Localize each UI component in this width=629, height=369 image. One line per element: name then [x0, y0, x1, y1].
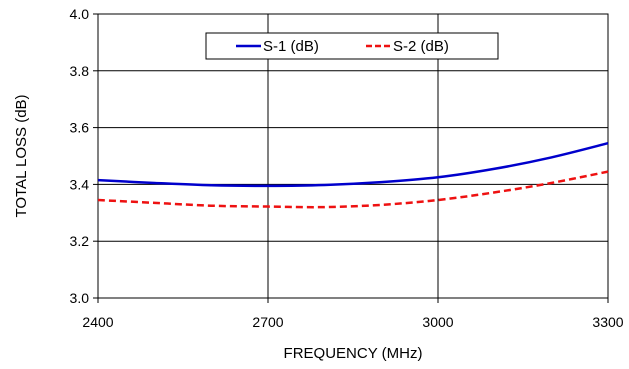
x-tick-label: 2400	[82, 314, 113, 330]
legend-label-2: S-2 (dB)	[393, 38, 449, 55]
y-tick-label: 3.4	[70, 176, 90, 192]
x-tick-label: 3300	[592, 314, 623, 330]
y-tick-label: 3.6	[70, 120, 90, 136]
legend-label-1: S-1 (dB)	[263, 38, 319, 55]
y-axis-ticks: 3.0 3.2 3.4 3.6 3.8 4.0	[70, 6, 98, 306]
y-tick-label: 3.8	[70, 63, 90, 79]
series-line-1	[97, 142, 609, 188]
y-tick-label: 3.2	[70, 233, 90, 249]
y-tick-label: 3.0	[70, 290, 90, 306]
series-line-2	[97, 170, 609, 209]
y-tick-label: 4.0	[70, 6, 90, 22]
x-tick-label: 3000	[422, 314, 453, 330]
plot-area-frame	[97, 13, 609, 299]
series-layer	[97, 142, 609, 209]
x-axis-ticks: 2400 2700 3000 3300	[82, 298, 624, 330]
y-axis-title: TOTAL LOSS (dB)	[13, 94, 30, 217]
legend: S-1 (dB) S-2 (dB)	[205, 32, 499, 60]
x-axis-title: FREQUENCY (MHz)	[284, 345, 423, 362]
x-tick-label: 2700	[252, 314, 283, 330]
